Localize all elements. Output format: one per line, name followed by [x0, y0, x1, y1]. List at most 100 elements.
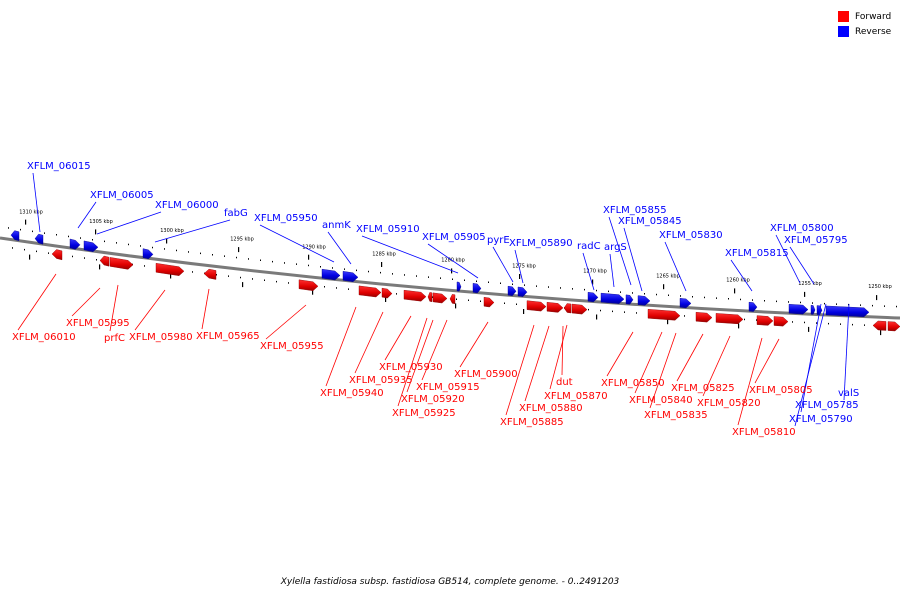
track-dot — [516, 303, 517, 305]
track-dot — [636, 312, 637, 314]
gene-leader-line — [582, 252, 595, 291]
forward-gene-arrow — [109, 257, 134, 270]
reverse-gene-label: XFLM_05800 — [770, 223, 834, 234]
gene-leader-line — [96, 211, 162, 235]
track-dot — [828, 322, 829, 325]
forward-gene-arrow — [432, 292, 448, 304]
gene-leader-line — [664, 241, 687, 292]
gene-leader-line — [702, 335, 731, 397]
track-dot — [72, 255, 73, 258]
track-dot — [200, 252, 201, 255]
gene-leader-line — [676, 333, 704, 382]
track-dot — [620, 291, 621, 293]
forward-swatch — [838, 11, 849, 22]
track-dot — [356, 269, 357, 272]
reverse-swatch — [838, 26, 849, 37]
reverse-gene-label: argS — [604, 242, 627, 253]
major-tick-lower — [385, 297, 387, 302]
track-dot — [432, 296, 433, 298]
gene-leader-line — [427, 243, 479, 279]
major-tick-upper — [381, 262, 383, 267]
reverse-gene-arrow — [142, 248, 154, 260]
major-tick-upper — [519, 274, 521, 279]
reverse-gene-label: valS — [838, 388, 859, 399]
reverse-gene-label: radC — [577, 241, 601, 252]
track-dot — [92, 239, 93, 241]
reverse-gene-arrow — [825, 305, 870, 317]
reverse-gene-arrow — [321, 268, 341, 281]
forward-gene-label: XFLM_06010 — [12, 332, 76, 343]
forward-gene-label: XFLM_05955 — [260, 341, 324, 352]
gene-leader-line — [561, 325, 564, 376]
gene-leader-line — [459, 321, 489, 368]
gene-leader-line — [154, 219, 231, 243]
gene-leader-line — [634, 331, 663, 394]
track-dot — [840, 323, 841, 325]
forward-gene-label: XFLM_05915 — [416, 382, 480, 393]
tick-label: 1290 kbp — [302, 244, 326, 250]
reverse-gene-arrow — [456, 281, 462, 292]
reverse-gene-arrow — [625, 294, 634, 305]
track-dot — [872, 304, 873, 307]
gene-leader-line — [361, 235, 459, 274]
tick-label: 1305 kbp — [89, 219, 113, 225]
reverse-gene-arrow — [472, 283, 482, 294]
track-dot — [728, 298, 729, 300]
track-dot — [320, 266, 321, 268]
reverse-gene-label: XFLM_05815 — [725, 248, 789, 259]
forward-gene-arrow — [381, 287, 393, 299]
tick-label: 1300 kbp — [160, 228, 184, 234]
track-dot — [596, 289, 597, 292]
reverse-gene-arrow — [342, 271, 359, 283]
gene-leader-line — [514, 249, 524, 284]
reverse-gene-label: XFLM_06015 — [27, 161, 91, 172]
major-tick-lower — [523, 309, 525, 314]
track-dot — [656, 293, 657, 296]
forward-gene-arrow — [756, 315, 774, 326]
forward-gene-arrow — [358, 285, 382, 298]
gene-leader-line — [327, 231, 352, 265]
gene-leader-line — [32, 172, 41, 233]
track-dot — [236, 256, 237, 259]
major-tick-upper — [238, 247, 240, 253]
forward-gene-arrow — [715, 313, 744, 325]
forward-gene-label: XFLM_05835 — [644, 410, 708, 421]
track-dot — [468, 299, 469, 301]
legend-reverse-label: Reverse — [855, 26, 892, 37]
forward-gene-arrow — [571, 303, 588, 315]
track-dot — [588, 308, 589, 311]
track-dot — [740, 298, 741, 301]
track-dot — [456, 298, 457, 300]
major-tick-upper — [804, 291, 806, 297]
track-dot — [392, 273, 393, 275]
gene-leader-line — [794, 303, 827, 427]
track-dot — [692, 296, 693, 298]
gene-leader-line — [17, 273, 57, 331]
track-dot — [212, 254, 213, 256]
reverse-gene-arrow — [679, 298, 692, 309]
reverse-gene-label: XFLM_05910 — [356, 224, 420, 235]
gene-leader-line — [134, 289, 166, 331]
track-dot — [716, 297, 717, 299]
reverse-gene-label: XFLM_05845 — [618, 216, 682, 227]
gene-leader-line — [609, 253, 615, 288]
genome-caption: Xylella fastidiosa subsp. fastidiosa GB5… — [280, 577, 620, 587]
reverse-gene-label: XFLM_06005 — [90, 190, 154, 201]
reverse-gene-label: XFLM_05890 — [509, 238, 573, 249]
track-dot — [504, 302, 505, 304]
gene-leader-line — [800, 303, 822, 413]
track-dot — [816, 322, 817, 324]
track-dot — [44, 232, 45, 234]
forward-gene-label: prfC — [104, 333, 125, 344]
forward-gene-label: XFLM_05920 — [401, 394, 465, 405]
major-tick-lower — [99, 264, 101, 270]
legend-forward-label: Forward — [855, 11, 892, 22]
track-dot — [848, 303, 849, 306]
major-tick-upper — [95, 229, 97, 235]
gene-leader-line — [71, 287, 101, 317]
track-dot — [176, 249, 177, 252]
track-dot — [128, 243, 129, 246]
track-dot — [228, 275, 229, 277]
gene-leader-line — [406, 319, 434, 393]
reverse-gene-label: XFLM_05950 — [254, 213, 318, 224]
